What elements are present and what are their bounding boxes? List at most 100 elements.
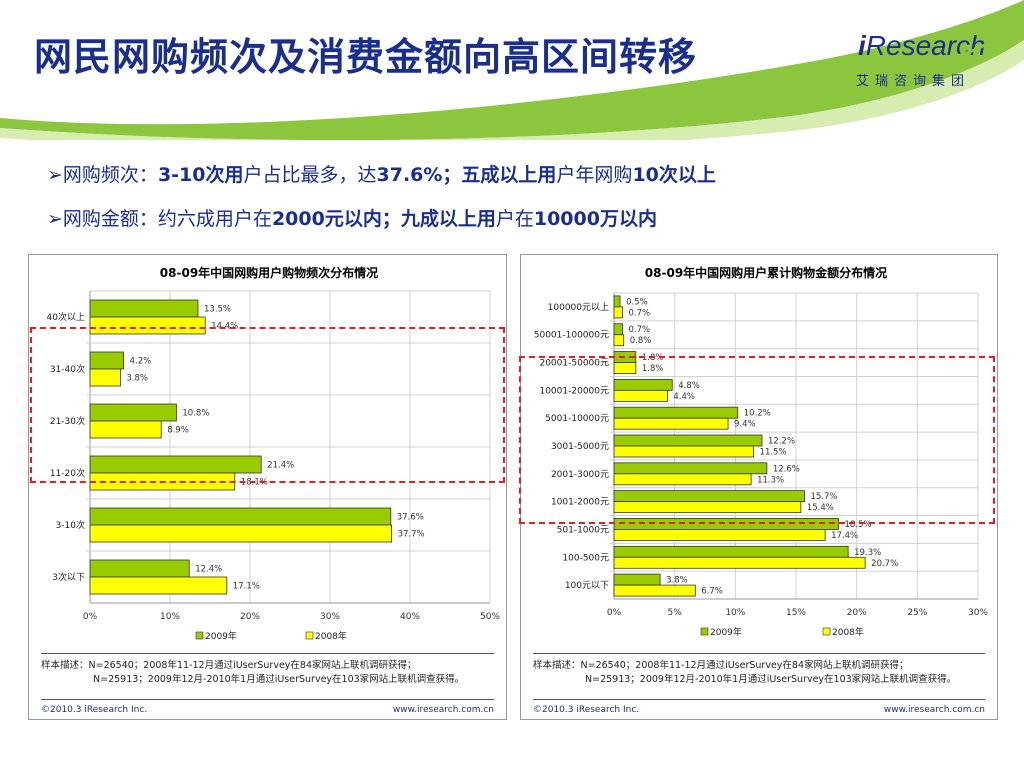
bar-2008: [89, 420, 162, 439]
data-label-2008: 0.7%: [628, 308, 650, 318]
category-label: 501-1000元: [557, 525, 609, 535]
bar-2009: [613, 545, 849, 558]
website-link[interactable]: www.iresearch.com.cn: [883, 705, 985, 715]
category-label: 2001-3000元: [551, 470, 609, 480]
sample-note: 样本描述：N=26540；2008年11-12月通过iUserSurvey在84…: [41, 660, 465, 685]
data-label-2008: 9.4%: [734, 420, 756, 430]
bar-2009: [613, 323, 623, 336]
data-label-2008: 11.5%: [760, 448, 787, 458]
chart-title: 08-09年中国网购用户累计购物金额分布情况: [645, 265, 887, 280]
x-tick-label: 20%: [847, 608, 867, 618]
logo-swoosh-icon: [859, 34, 999, 69]
legend-label-2009: 2009年: [710, 626, 742, 638]
header-swoosh: [0, 0, 1024, 140]
logo-i: i: [858, 30, 866, 61]
bullet-frequency: ➢网购频次：3-10次用户占比最多，达37.6%；五成以上用户年网购10次以上: [47, 164, 716, 186]
legend-swatch-2008: [822, 627, 831, 636]
legend-swatch-2008: [305, 631, 314, 640]
data-label-2008: 1.8%: [642, 364, 664, 374]
x-tick-label: 0%: [83, 612, 98, 622]
divider: [41, 699, 494, 700]
x-tick-label: 0%: [607, 608, 622, 618]
x-tick-label: 20%: [240, 612, 260, 622]
data-label-2008: 20.7%: [871, 559, 898, 569]
x-tick-label: 40%: [400, 612, 420, 622]
chart-frequency-plot: 08-09年中国网购用户购物频次分布情况 0% 10% 20% 30% 40% 50% 40次…: [47, 265, 501, 642]
category-label: 50001-100000元: [534, 331, 609, 341]
sample-note: 样本描述：N=26540；2008年11-12月通过iUserSurvey在84…: [533, 660, 957, 685]
data-label-2009: 0.5%: [626, 297, 648, 307]
data-label-2009: 10.2%: [744, 409, 771, 419]
category-label: 3-10次: [56, 519, 85, 531]
data-label-2009: 12.6%: [773, 464, 800, 474]
bar-2008: [613, 473, 752, 486]
divider: [533, 653, 985, 654]
data-label-2009: 37.6%: [397, 513, 424, 523]
bar-2009: [89, 559, 190, 578]
category-label: 31-40次: [50, 363, 85, 375]
bar-2008: [613, 529, 826, 541]
data-label-2009: 18.5%: [844, 520, 871, 530]
bar-2008: [613, 445, 754, 458]
x-tick-label: 50%: [480, 612, 500, 622]
category-label: 20001-50000元: [539, 359, 609, 369]
highlight-box-amount: [519, 356, 995, 524]
x-tick-label: 15%: [786, 608, 806, 618]
bullet-arrow-icon: ➢: [47, 208, 63, 230]
category-label: 3001-5000元: [551, 442, 609, 452]
swoosh-dark: [0, 0, 1024, 140]
category-label: 5001-10000元: [545, 414, 609, 424]
bar-2008: [613, 362, 637, 374]
data-label-2008: 14.4%: [211, 322, 238, 332]
legend-label-2009: 2009年: [205, 630, 237, 642]
category-label: 100-500元: [562, 553, 609, 563]
bar-2008: [613, 306, 623, 319]
data-label-2008: 4.4%: [673, 392, 695, 402]
bar-2008: [89, 524, 393, 543]
bar-2008: [613, 501, 802, 514]
legend-swatch-2009: [700, 627, 709, 636]
x-tick-label: 30%: [320, 612, 340, 622]
data-label-2008: 37.7%: [398, 530, 425, 540]
data-label-2008: 0.8%: [630, 336, 652, 346]
website-link[interactable]: www.iresearch.com.cn: [392, 705, 494, 715]
bullet-amount: ➢网购金额：约六成用户在2000元以内；九成以上用户在10000万以内: [47, 208, 657, 230]
bar-2008: [613, 334, 625, 347]
data-label-2009: 21.4%: [267, 461, 294, 471]
bar-2009: [89, 299, 199, 318]
data-label-2009: 0.7%: [628, 325, 650, 335]
data-label-2009: 12.4%: [195, 565, 222, 575]
bullet-arrow-icon: ➢: [47, 164, 63, 186]
category-label: 1001-2000元: [551, 498, 609, 508]
data-label-2009: 3.8%: [666, 576, 688, 586]
data-label-2009: 12.2%: [768, 437, 795, 447]
data-label-2009: 1.8%: [642, 353, 664, 363]
data-label-2008: 6.7%: [701, 587, 723, 597]
x-tick-label: 5%: [668, 608, 683, 618]
logo-research: Research: [865, 30, 986, 61]
data-label-2009: 10.8%: [182, 409, 209, 419]
bar-2008: [89, 316, 206, 335]
data-label-2008: 15.4%: [807, 503, 834, 513]
data-label-2008: 11.3%: [757, 475, 784, 485]
data-label-2008: 8.9%: [167, 426, 189, 436]
copyright: ©2010.3 iResearch Inc.: [41, 705, 148, 715]
page-title: 网民网购频次及消费金额向高区间转移: [34, 35, 698, 79]
x-tick-label: 10%: [725, 608, 745, 618]
category-label: 100000元以上: [548, 302, 609, 313]
category-label: 3次以下: [52, 571, 85, 583]
legend-swatch-2009: [195, 631, 204, 640]
data-label-2009: 19.3%: [854, 548, 881, 558]
bar-2008: [613, 417, 729, 430]
bar-2009: [613, 295, 621, 308]
bar-2009: [613, 573, 661, 586]
category-label: 21-30次: [50, 415, 85, 427]
bar-2008: [613, 556, 866, 569]
data-label-2009: 13.5%: [204, 305, 231, 315]
data-label-2009: 15.7%: [810, 492, 837, 502]
bar-2008: [613, 584, 696, 597]
iresearch-logo: iResearch 艾瑞咨询集团: [852, 30, 1012, 96]
x-tick-label: 10%: [160, 612, 180, 622]
bar-2008: [613, 389, 668, 402]
legend-label-2008: 2008年: [315, 630, 347, 642]
